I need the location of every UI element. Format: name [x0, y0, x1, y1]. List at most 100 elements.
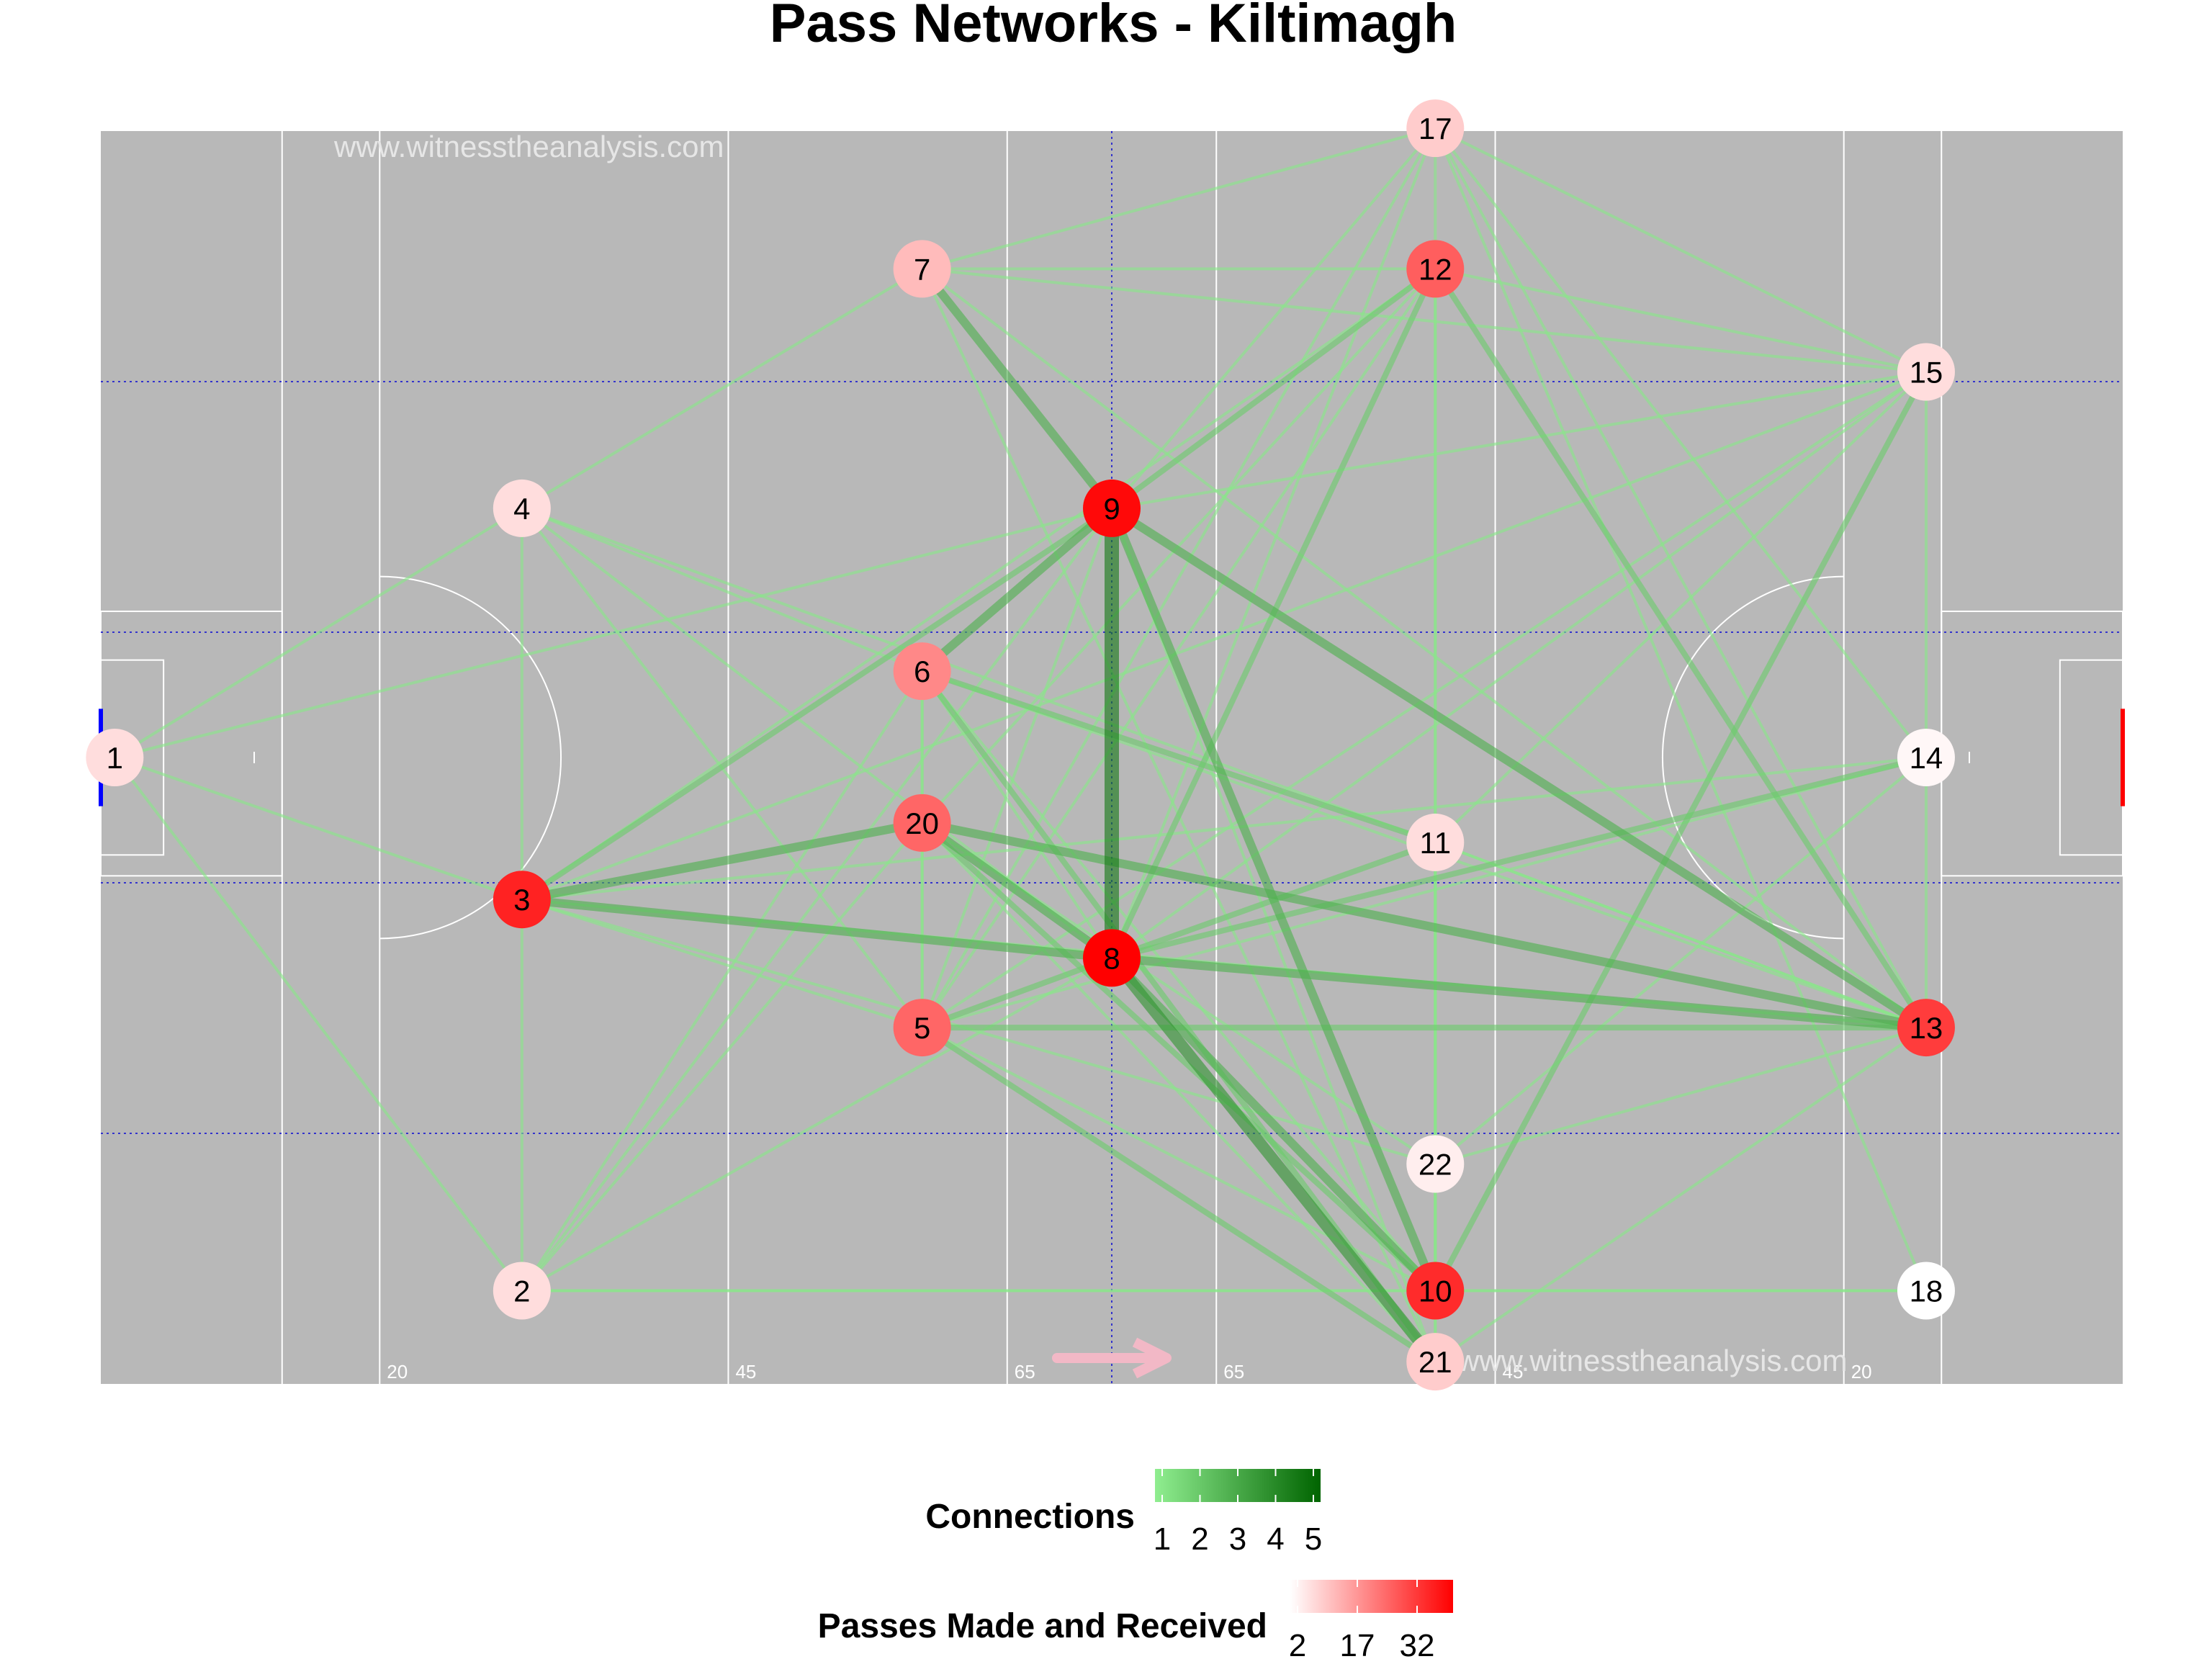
connection-4-7 [520, 267, 924, 510]
connection-6-8 [920, 670, 1113, 960]
legend-passes-tick: 2 [1289, 1628, 1306, 1659]
player-circle [493, 871, 551, 929]
player-node-22: 22 [1406, 1135, 1465, 1193]
connection-21-13 [1434, 1026, 1928, 1364]
legend-connections-tick: 1 [1154, 1521, 1171, 1557]
connection-9-21 [1110, 506, 1437, 1364]
player-circle [86, 729, 144, 786]
player-number: 6 [914, 655, 930, 688]
connection-10-6 [920, 670, 1437, 1292]
legend-passes-tick: 32 [1400, 1628, 1435, 1659]
connection-12-3 [520, 267, 1437, 902]
distance-label: 65 [1223, 1361, 1244, 1382]
connection-8-21 [1106, 952, 1442, 1368]
connection-14-5 [920, 756, 1928, 1030]
player-node-13: 13 [1897, 999, 1955, 1057]
player-circle [1406, 813, 1465, 871]
player-number: 21 [1419, 1345, 1452, 1379]
player-number: 11 [1419, 826, 1451, 860]
player-node-17: 17 [1406, 99, 1465, 158]
connection-12-15 [1434, 267, 1928, 374]
player-number: 2 [513, 1274, 530, 1308]
player-node-10: 10 [1406, 1262, 1465, 1320]
connection-20-13 [917, 818, 1930, 1033]
player-circle [1897, 729, 1955, 786]
connection-7-13 [920, 267, 1928, 1030]
player-number: 15 [1910, 355, 1943, 389]
connection-8-13 [1107, 953, 1930, 1033]
player-number: 5 [914, 1011, 930, 1045]
connection-3-5 [520, 898, 924, 1030]
connection-17-5 [920, 127, 1437, 1030]
player-number: 1 [107, 741, 123, 775]
connection-7-9 [917, 264, 1116, 513]
player-circle [893, 642, 951, 701]
distance-label: 20 [1851, 1361, 1872, 1382]
connection-9-6 [917, 503, 1116, 676]
player-node-14: 14 [1897, 729, 1955, 786]
player-number: 8 [1103, 941, 1120, 975]
player-number: 10 [1419, 1274, 1452, 1308]
player-number: 14 [1910, 741, 1943, 775]
player-circle [893, 999, 951, 1057]
player-node-15: 15 [1897, 343, 1955, 401]
legend-passes-ticks: 2 17 32 [1289, 1580, 1435, 1659]
connection-1-4 [113, 506, 523, 759]
watermark-top: www.witnesstheanalysis.com [333, 130, 724, 163]
connection-9-13 [1107, 503, 1930, 1033]
connection-15-5 [920, 370, 1928, 1030]
player-circle [893, 793, 951, 852]
player-node-12: 12 [1406, 240, 1465, 298]
legend-connections-tick: 2 [1191, 1521, 1208, 1557]
connection-17-14 [1434, 127, 1928, 759]
player-circle [1897, 999, 1955, 1057]
connection-6-11 [919, 668, 1439, 845]
player-number: 3 [513, 883, 530, 917]
connection-17-18 [1434, 127, 1928, 1292]
connection-9-17 [1110, 127, 1437, 510]
legend-connections-tick: 3 [1229, 1521, 1246, 1557]
attack-direction-arrow-icon [1052, 1337, 1172, 1379]
distance-labels: 20 45 65 65 45 20 [387, 1361, 1871, 1382]
d-arc-left [379, 575, 562, 940]
player-circle [1897, 1262, 1955, 1320]
connection-15-8 [1110, 370, 1928, 960]
connection-21-20 [920, 821, 1437, 1364]
connection-20-8 [917, 818, 1116, 963]
player-node-9: 9 [1083, 479, 1141, 537]
connection-2-20 [520, 821, 924, 1292]
connection-7-15 [920, 267, 1928, 374]
player-number: 12 [1419, 252, 1452, 286]
player-circle [1083, 479, 1141, 537]
player-circle [1897, 343, 1955, 401]
player-number: 4 [513, 492, 530, 526]
watermark-bottom: www.witnesstheanalysis.com [1457, 1344, 1848, 1377]
connection-5-21 [919, 1025, 1439, 1365]
pass-connections [113, 127, 1930, 1368]
player-number: 7 [914, 252, 930, 286]
player-node-1: 1 [86, 729, 144, 786]
connection-8-14 [1109, 755, 1929, 961]
player-node-21: 21 [1406, 1333, 1465, 1391]
connection-4-11 [520, 506, 1437, 844]
player-node-5: 5 [893, 999, 951, 1057]
connection-17-8 [1110, 127, 1437, 960]
player-node-3: 3 [493, 871, 551, 929]
connection-13-11 [1434, 840, 1928, 1030]
player-circle [1083, 929, 1141, 987]
player-circle [1406, 1262, 1465, 1320]
player-node-7: 7 [893, 240, 951, 298]
connection-2-8 [520, 956, 1113, 1292]
player-node-2: 2 [493, 1262, 551, 1320]
connection-14-3 [520, 756, 1928, 902]
connection-3-8 [517, 895, 1116, 963]
connection-2-9 [520, 506, 1113, 1292]
distance-label: 45 [1503, 1361, 1524, 1382]
player-node-11: 11 [1406, 813, 1465, 871]
player-number: 20 [905, 806, 939, 840]
player-number: 17 [1419, 112, 1452, 145]
connection-17-13 [1434, 127, 1928, 1030]
